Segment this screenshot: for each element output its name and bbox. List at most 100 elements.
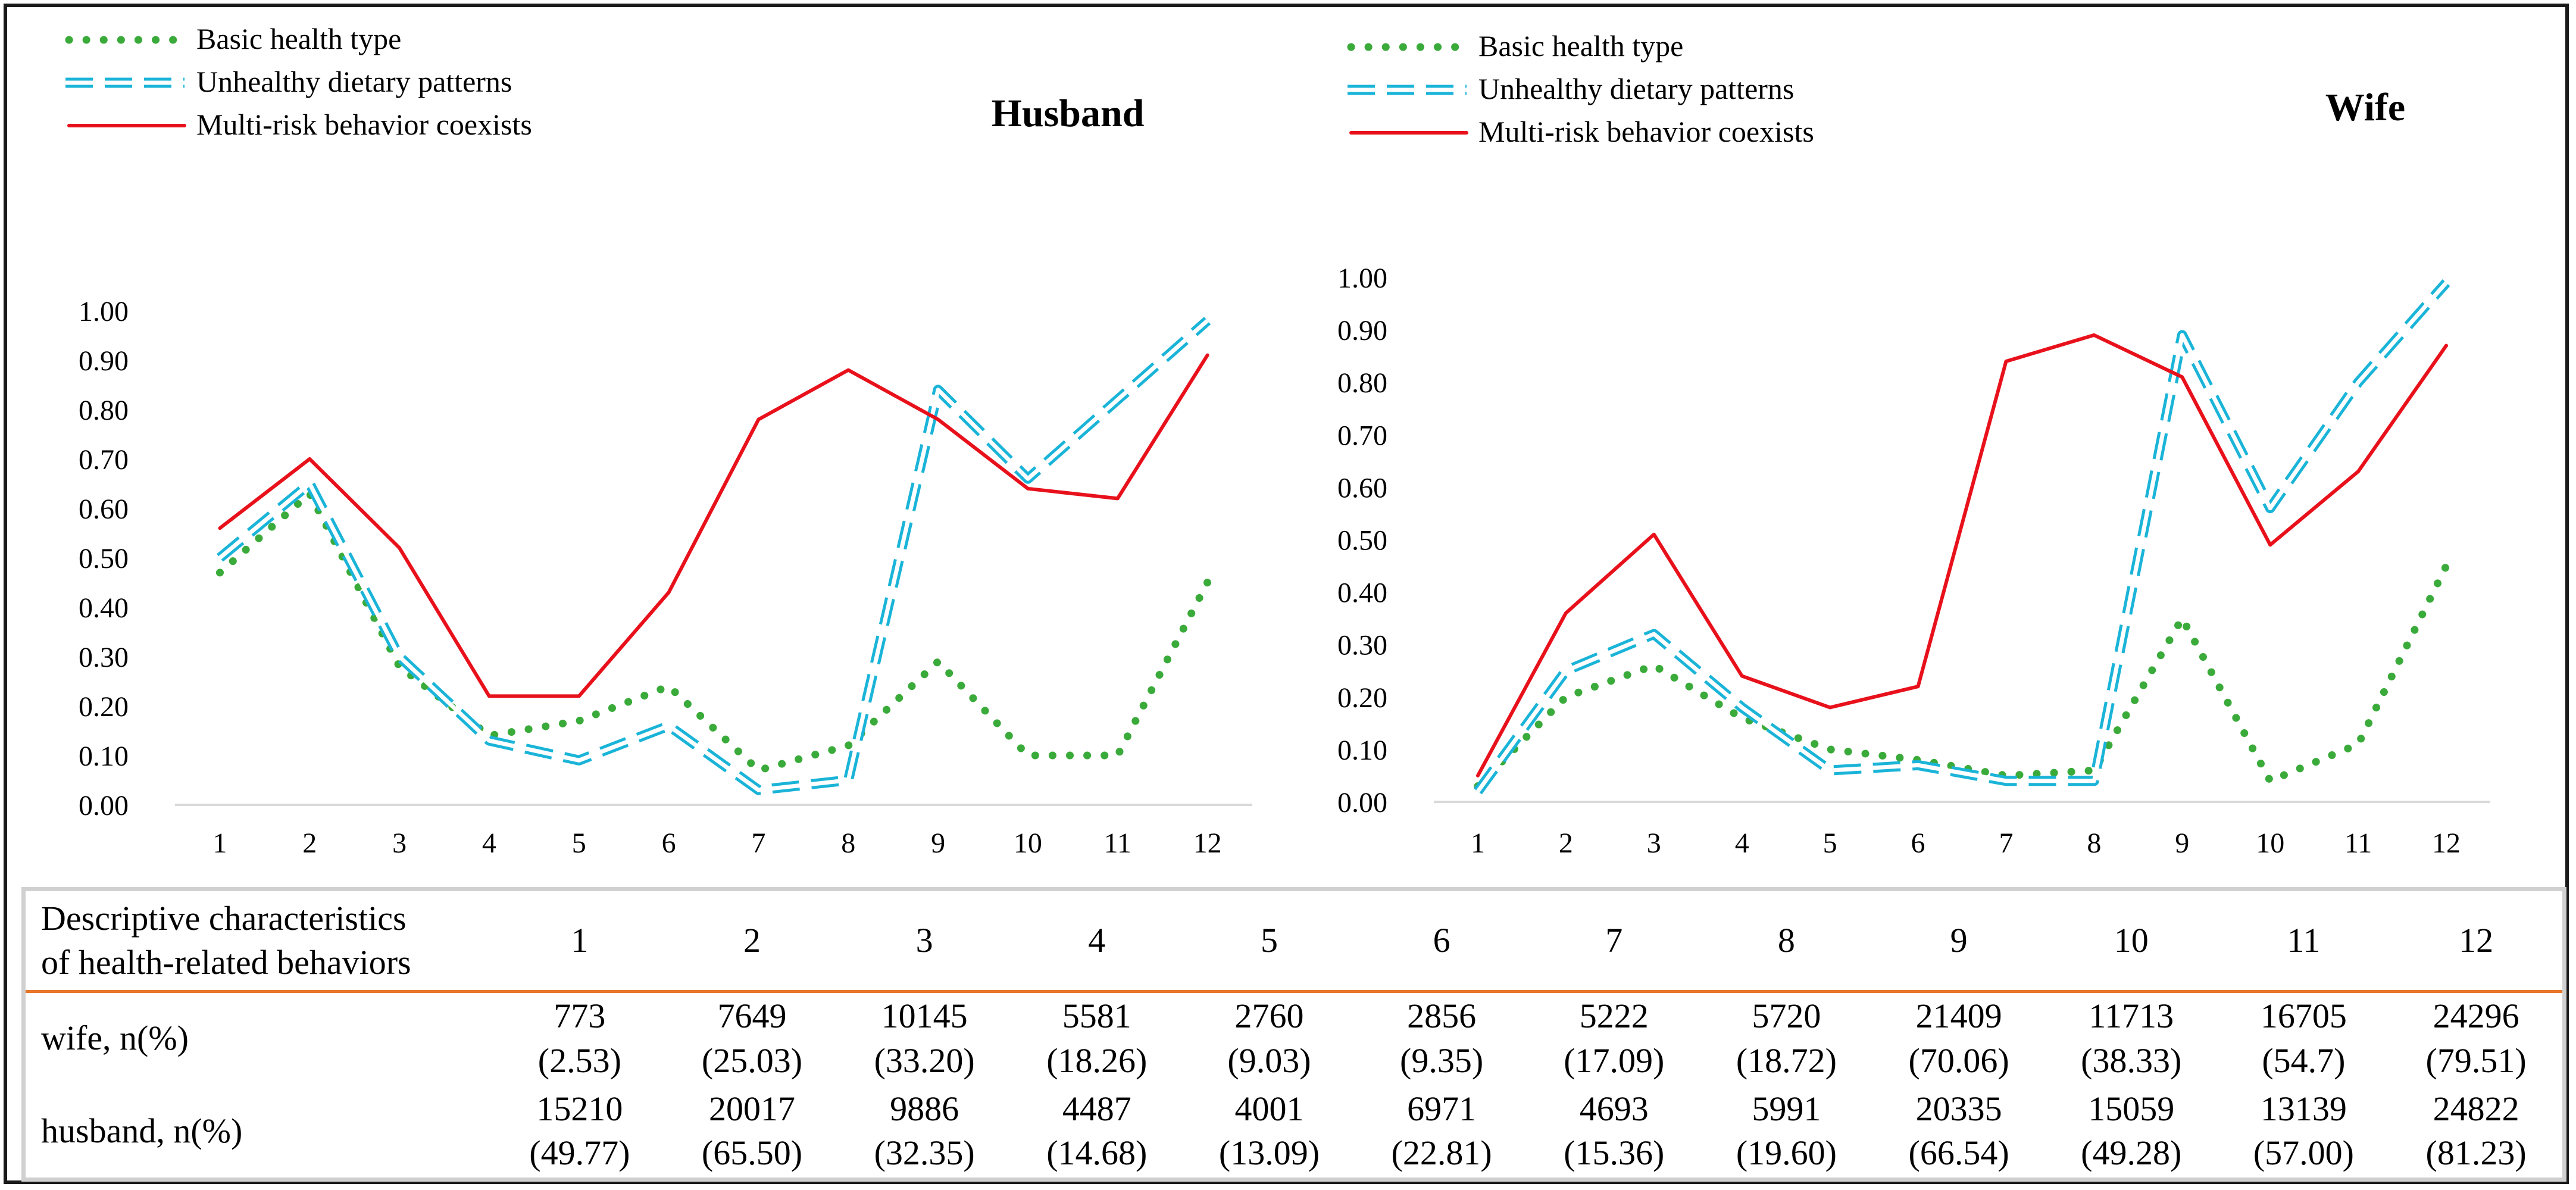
table-cell: 4001 (13.09) xyxy=(1218,1089,1320,1172)
data-point xyxy=(1653,633,1655,635)
x-tick-label: 3 xyxy=(392,827,407,859)
legend-label: Multi-risk behavior coexists xyxy=(1478,115,1814,148)
series-multi-risk xyxy=(1475,333,2449,777)
table-cell: 21409 (70.06) xyxy=(1908,997,2009,1080)
table-cell: 5720 (18.72) xyxy=(1736,997,1837,1080)
series-line xyxy=(215,489,1212,774)
y-tick-label: 0.00 xyxy=(1337,787,1387,819)
data-point xyxy=(489,735,490,736)
table-cell: 15210 (49.77) xyxy=(529,1089,630,1172)
table-cell: 773 (2.53) xyxy=(537,997,621,1080)
series-line-inner xyxy=(1476,281,2448,793)
y-tick-label: 1.00 xyxy=(79,296,129,327)
data-point xyxy=(2093,335,2094,336)
data-point xyxy=(2358,382,2359,383)
data-point xyxy=(1742,676,1743,677)
y-tick-label: 0.30 xyxy=(79,642,129,673)
series-basic-health xyxy=(1474,562,2450,791)
y-tick-label: 0.00 xyxy=(79,790,129,822)
data-point xyxy=(2181,376,2183,377)
data-point xyxy=(1653,534,1655,535)
legend-label: Unhealthy dietary patterns xyxy=(196,65,512,98)
data-point xyxy=(219,527,220,529)
column-header: 1 xyxy=(493,891,666,993)
characteristics-table: Descriptive characteristics of health-re… xyxy=(21,887,2566,1182)
data-point xyxy=(2269,544,2271,545)
data-point xyxy=(1027,755,1028,756)
series-multi-risk xyxy=(218,353,1209,698)
x-tick-label: 1 xyxy=(1471,827,1485,859)
data-point xyxy=(668,592,670,593)
table-cell: 20017 (65.50) xyxy=(701,1089,803,1172)
chart-title: Husband xyxy=(992,92,1145,135)
y-tick-label: 0.40 xyxy=(79,592,129,624)
column-header: 10 xyxy=(2044,891,2218,993)
column-header: 12 xyxy=(2390,891,2562,993)
data-point xyxy=(1027,488,1028,489)
x-tick-label: 12 xyxy=(2432,827,2461,859)
legend-item-multi-risk: Multi-risk behavior coexists xyxy=(67,108,532,141)
data-point xyxy=(1027,478,1028,479)
row-label: husband, n(%) xyxy=(41,1111,243,1150)
x-tick-label: 4 xyxy=(1735,827,1749,859)
data-point xyxy=(579,695,580,696)
data-point xyxy=(848,370,849,371)
y-tick-label: 0.80 xyxy=(1337,367,1387,399)
table-cell: 10145 (33.20) xyxy=(874,997,975,1080)
legend-label: Basic health type xyxy=(1478,29,1683,63)
column-header: 6 xyxy=(1355,891,1528,993)
x-tick-label: 6 xyxy=(662,827,676,859)
data-point xyxy=(2446,282,2447,283)
table-cell: 2856 (9.35) xyxy=(1400,997,1484,1080)
data-point xyxy=(1565,613,1567,614)
data-point xyxy=(2005,361,2006,362)
data-point xyxy=(1565,696,1567,698)
x-tick-label: 8 xyxy=(841,827,855,859)
data-point xyxy=(309,483,310,485)
table-cell: 4487 (14.68) xyxy=(1046,1089,1148,1172)
x-tick-label: 2 xyxy=(1559,827,1573,859)
legend-item-unhealthy-dietary: Unhealthy dietary patterns xyxy=(65,65,512,98)
series-line xyxy=(1474,562,2450,791)
data-point xyxy=(2446,566,2447,567)
x-tick-label: 10 xyxy=(2256,827,2284,859)
data-point xyxy=(2181,618,2183,619)
y-tick-label: 0.20 xyxy=(79,691,129,723)
x-tick-label: 6 xyxy=(1911,827,1925,859)
y-tick-label: 0.90 xyxy=(1337,315,1387,346)
column-header: 7 xyxy=(1527,891,1700,993)
data-point xyxy=(399,666,400,667)
x-tick-label: 2 xyxy=(302,827,317,859)
data-point xyxy=(2093,780,2094,782)
series-line-inner xyxy=(218,318,1209,792)
legend-label: Unhealthy dietary patterns xyxy=(1478,72,1794,105)
series-line xyxy=(218,353,1209,698)
data-point xyxy=(937,661,939,662)
column-header: 8 xyxy=(1700,891,1873,993)
table-header-row: Descriptive characteristics of health-re… xyxy=(26,891,2562,993)
column-header: 5 xyxy=(1183,891,1356,993)
data-point xyxy=(489,695,490,696)
data-point xyxy=(579,760,580,761)
x-tick-label: 7 xyxy=(751,827,765,859)
legend-item-basic-health: Basic health type xyxy=(65,22,401,55)
data-point xyxy=(1830,770,1831,771)
data-point xyxy=(668,686,670,687)
y-tick-label: 0.90 xyxy=(79,345,129,377)
x-tick-label: 11 xyxy=(2344,827,2372,859)
legend-item-basic-health: Basic health type xyxy=(1347,29,1683,63)
table-cell: 7649 (25.03) xyxy=(701,997,803,1080)
data-point xyxy=(848,780,849,781)
x-tick-label: 9 xyxy=(2175,827,2189,859)
data-point xyxy=(2181,335,2183,336)
table-cell: 9886 (32.35) xyxy=(874,1089,975,1172)
y-tick-label: 0.50 xyxy=(1337,525,1387,557)
table-cell: 11713 (38.33) xyxy=(2081,997,2182,1080)
y-tick-label: 0.10 xyxy=(79,741,129,772)
data-point xyxy=(489,740,490,741)
data-point xyxy=(1830,749,1831,750)
table-header-label: Descriptive characteristics of health-re… xyxy=(26,891,493,993)
column-header: 11 xyxy=(2217,891,2390,993)
data-point xyxy=(848,745,849,746)
column-header: 9 xyxy=(1872,891,2045,993)
